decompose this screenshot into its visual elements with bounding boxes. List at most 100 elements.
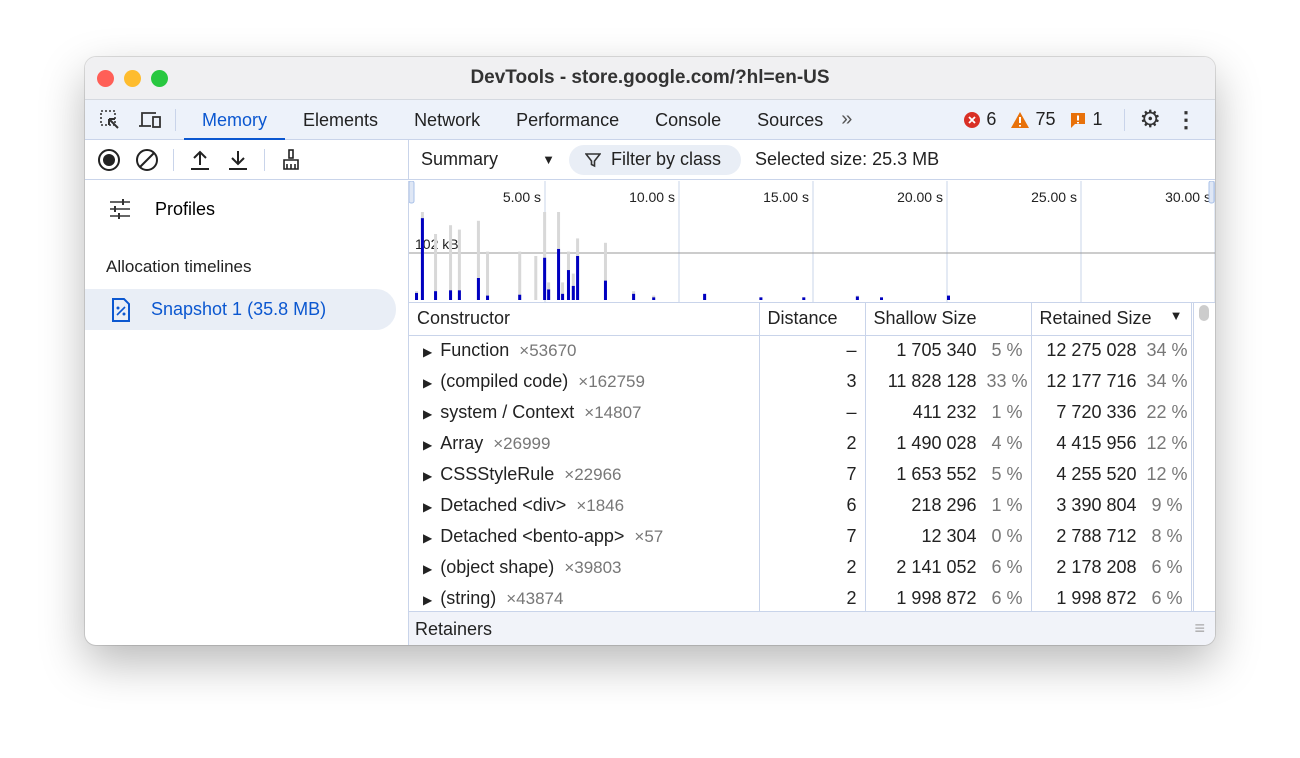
table-row[interactable]: ▶ (string) ×43874 2 1 998 872 6 % 1 998 872… [409, 583, 1192, 613]
view-select-value: Summary [421, 149, 499, 169]
timeline-bar-total [457, 229, 461, 300]
timeline-tick-label: 5.00 s [503, 189, 541, 205]
table-row[interactable]: ▶ Detached <bento-app> ×57 7 12 304 0 % 2 7… [409, 521, 1192, 552]
timeline-bar-live [518, 294, 522, 300]
column-retained-size[interactable]: Retained Size ▼ [1031, 303, 1192, 336]
chevron-down-icon: ▼ [542, 152, 555, 167]
expand-triangle-icon[interactable]: ▶ [423, 562, 433, 576]
snapshot-1-item[interactable]: Snapshot 1 (35.8 MB) [85, 289, 396, 330]
instance-count: ×39803 [564, 558, 622, 577]
timeline-chart[interactable]: 5.00 s 10.00 s 15.00 s 20.00 s 25.00 s 30.00 … [408, 180, 1215, 303]
clear-icon[interactable] [135, 148, 159, 172]
retained-size-cell: 4 415 956 12 % [1031, 428, 1192, 459]
retained-size-cell: 2 788 712 8 % [1031, 521, 1192, 552]
constructor-cell: ▶ Array ×26999 [409, 428, 760, 459]
tab-network[interactable]: Network [414, 109, 481, 130]
instance-count: ×53670 [519, 341, 577, 361]
scrollbar-thumb[interactable] [1199, 305, 1209, 321]
warnings-badge[interactable]: 75 [1010, 109, 1055, 130]
table-row[interactable]: ▶ (compiled code) ×162759 3 11 828 128 33 %… [409, 366, 1192, 397]
retained-size: 4 415 956 [1056, 433, 1137, 453]
panel-tabbar: Memory Elements Network Performance Cons… [85, 100, 1215, 140]
shallow-size: 12 304 [921, 526, 977, 546]
inspect-element-icon[interactable] [97, 109, 123, 131]
settings-gear-icon[interactable]: ⚙ [1139, 106, 1161, 133]
retained-size: 7 720 336 [1056, 402, 1137, 422]
timeline-bar-live [802, 297, 806, 300]
table-row[interactable]: ▶ Array ×26999 2 1 490 028 4 % 4 415 956 12 … [409, 428, 1192, 459]
download-icon[interactable] [226, 148, 250, 172]
table-row[interactable]: ▶ (object shape) ×39803 2 2 141 052 6 % 2 1… [409, 552, 1192, 583]
shallow-size: 218 296 [911, 495, 977, 515]
more-options-icon[interactable]: ⋮ [1175, 106, 1197, 132]
expand-triangle-icon[interactable]: ▶ [423, 531, 433, 545]
tab-performance[interactable]: Performance [516, 109, 620, 130]
errors-badge[interactable]: 6 [963, 109, 996, 130]
window-title: DevTools - store.google.com/?hl=en-US [470, 67, 830, 88]
retained-percent: 34 % [1146, 371, 1188, 391]
allocation-timeline[interactable]: 5.00 s 10.00 s 15.00 s 20.00 s 25.00 s 30.00 … [408, 180, 1215, 303]
constructor-table: Constructor Distance Shallow Size Retain… [409, 303, 1193, 613]
drag-handle-icon[interactable]: ≡ [1194, 618, 1205, 638]
timeline-bar-live [632, 293, 636, 300]
instance-count: ×26999 [493, 434, 551, 453]
expand-triangle-icon[interactable]: ▶ [423, 376, 433, 390]
error-icon [964, 111, 981, 128]
expand-triangle-icon[interactable]: ▶ [423, 469, 433, 483]
expand-triangle-icon[interactable]: ▶ [423, 345, 433, 360]
zoom-button[interactable] [151, 70, 168, 87]
expand-triangle-icon[interactable]: ▶ [423, 438, 433, 452]
table-row[interactable]: ▶ Detached <div> ×1846 6 218 296 1 % 3 390 … [409, 490, 1192, 521]
timeline-left-handle [408, 180, 415, 204]
table-row[interactable]: ▶ system / Context ×14807 – 411 232 1 % 7 7… [409, 397, 1192, 428]
upload-icon[interactable] [188, 148, 212, 172]
constructor-cell: ▶ (compiled code) ×162759 [409, 366, 760, 397]
column-distance[interactable]: Distance [759, 303, 866, 336]
tab-console[interactable]: Console [655, 109, 722, 130]
distance-cell: 7 [759, 521, 866, 552]
issues-count: 1 [1092, 109, 1103, 129]
column-constructor[interactable]: Constructor [409, 303, 760, 336]
record-icon[interactable] [97, 148, 121, 172]
table-row[interactable]: ▶ CSSStyleRule ×22966 7 1 653 552 5 % 4 255… [409, 459, 1192, 490]
device-toolbar-icon[interactable] [137, 110, 163, 130]
retained-size: 2 178 208 [1056, 557, 1137, 577]
constructor-name: (string) [440, 588, 497, 608]
column-shallow-size[interactable]: Shallow Size [865, 303, 1032, 336]
retained-percent: 12 % [1146, 464, 1188, 484]
shallow-percent: 6 % [991, 557, 1023, 577]
instance-count: ×162759 [578, 372, 645, 391]
shallow-percent: 1 % [991, 402, 1023, 422]
timeline-tick-label: 20.00 s [897, 189, 943, 205]
close-button[interactable] [97, 70, 114, 87]
distance-cell: 7 [759, 459, 866, 490]
shallow-size-cell: 1 705 340 5 % [865, 335, 1032, 366]
view-select[interactable]: Summary ▼ [409, 149, 569, 170]
timeline-tick-label: 30.00 s [1165, 189, 1211, 205]
timeline-tick-label: 15.00 s [763, 189, 809, 205]
table-scrollbar[interactable] [1193, 303, 1215, 613]
timeline-right-handle [1208, 180, 1215, 204]
constructor-cell: ▶ system / Context ×14807 [409, 397, 760, 428]
issues-badge[interactable]: 1 [1069, 109, 1102, 130]
filter-by-class-input[interactable]: Filter by class [569, 144, 742, 175]
retained-size: 3 390 804 [1056, 495, 1137, 515]
tab-elements[interactable]: Elements [303, 109, 379, 130]
memory-toolbar: Summary ▼ Filter by class Selected size: … [85, 140, 1215, 180]
more-tabs-icon[interactable]: » [841, 108, 853, 130]
tab-sources[interactable]: Sources [757, 109, 824, 130]
shallow-size-cell: 11 828 128 33 % [865, 366, 1032, 397]
instance-count: ×1846 [576, 496, 625, 515]
timeline-bar-live [543, 257, 547, 300]
collect-garbage-icon[interactable] [279, 148, 303, 172]
retainers-pane-header[interactable]: Retainers ≡ [409, 611, 1215, 645]
minimize-button[interactable] [124, 70, 141, 87]
tab-memory[interactable]: Memory [184, 100, 286, 140]
filter-placeholder: Filter by class [611, 149, 722, 169]
timeline-bar-total [476, 220, 480, 300]
expand-triangle-icon[interactable]: ▶ [423, 593, 433, 607]
shallow-size-cell: 218 296 1 % [865, 490, 1032, 521]
table-row[interactable]: ▶ Function ×53670 – 1 705 340 5 % 12 275 02… [409, 335, 1192, 366]
expand-triangle-icon[interactable]: ▶ [423, 500, 433, 514]
expand-triangle-icon[interactable]: ▶ [423, 407, 433, 421]
